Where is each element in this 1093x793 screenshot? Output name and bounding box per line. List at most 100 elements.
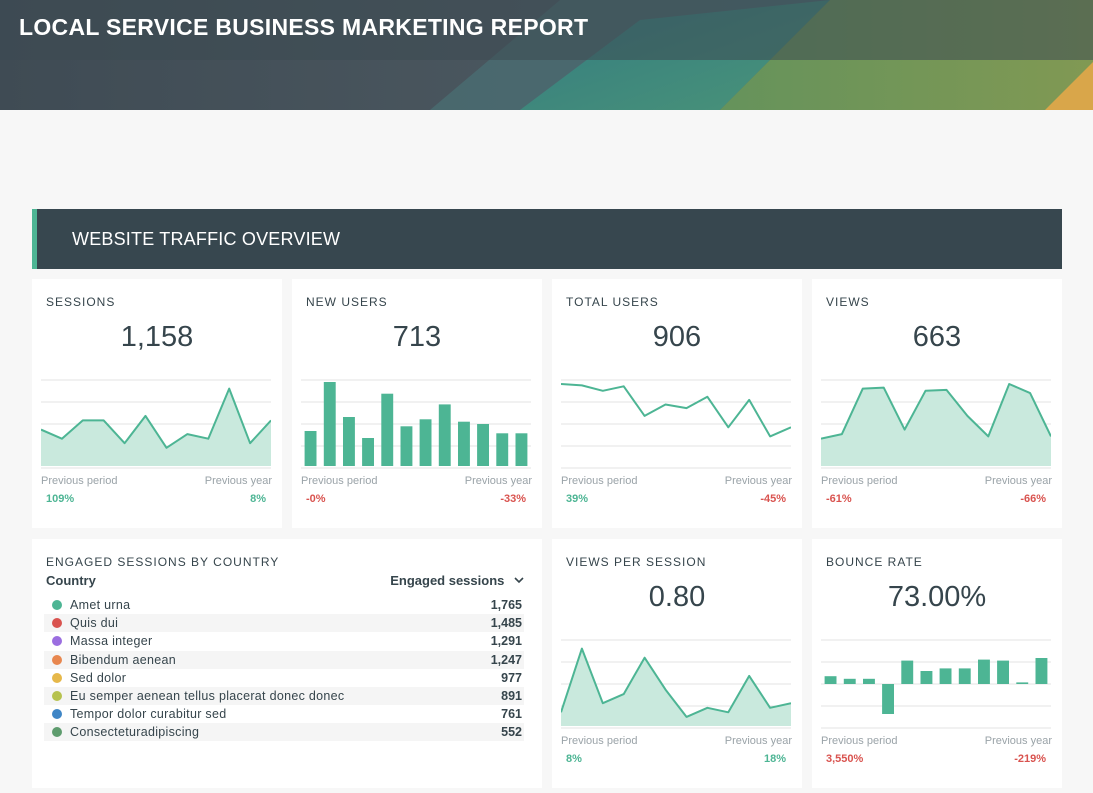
previous-period-change: 3,550% — [826, 753, 864, 765]
section-header: WEBSITE TRAFFIC OVERVIEW — [32, 209, 1062, 269]
chart-bar — [438, 404, 451, 466]
total-users-line-chart — [561, 379, 791, 469]
previous-period-label: Previous period — [41, 475, 118, 487]
table-row: Massa integer 1,291 — [44, 632, 524, 650]
sessions-value: 1,158 — [120, 321, 194, 353]
chart-bar — [997, 660, 1009, 684]
table-row: Tempor dolor curabitur sed 761 — [44, 705, 524, 723]
chart-bar — [496, 433, 509, 466]
country-color-dot — [52, 727, 62, 738]
country-color-dot — [52, 636, 62, 647]
country-name: Tempor dolor curabitur sed — [70, 707, 227, 722]
previous-period-label: Previous period — [301, 475, 378, 487]
previous-period-change: 8% — [566, 753, 582, 765]
chart-area — [821, 384, 1051, 466]
engaged-sessions-value: 761 — [501, 707, 522, 722]
country-name: Eu semper aenean tellus placerat donec d… — [70, 689, 345, 703]
views-value: 663 — [912, 321, 962, 353]
views-sparkline — [821, 379, 1051, 469]
country-color-dot — [52, 672, 62, 683]
previous-year-label: Previous year — [724, 735, 792, 747]
table-row: Amet urna 1,765 — [44, 596, 524, 614]
new-users-bar-chart — [301, 379, 531, 469]
chart-bar — [458, 421, 470, 466]
total-users-value: 906 — [652, 321, 702, 353]
engaged-sessions-value: 1,247 — [490, 652, 522, 667]
new-users-value: 713 — [392, 321, 442, 353]
chart-bar — [1035, 658, 1048, 684]
chart-bar — [824, 676, 837, 684]
total-users-card: TOTAL USERS 906 Previous period Previous… — [552, 279, 802, 528]
country-color-dot — [52, 691, 62, 701]
chart-area — [41, 388, 271, 466]
bounce-rate-card: BOUNCE RATE 73.00% Previous period Previ… — [812, 539, 1062, 788]
chart-bar — [381, 393, 394, 466]
previous-year-change: -219% — [1014, 753, 1046, 765]
views-per-session-sparkline — [561, 639, 791, 729]
table-row: Consecteturadipiscing 552 — [44, 723, 524, 742]
chart-bar — [882, 684, 894, 714]
chart-bar — [400, 426, 413, 466]
chart-bar — [1016, 682, 1029, 684]
chart-bar — [901, 660, 914, 684]
previous-period-change: 39% — [566, 493, 589, 505]
engaged-sessions-value: 1,765 — [490, 598, 522, 612]
header-background — [0, 0, 1093, 110]
bounce-rate-bar-chart — [821, 639, 1051, 729]
engaged-sessions-value: 1,291 — [490, 634, 522, 649]
card-label: BOUNCE RATE — [826, 555, 923, 569]
chart-line — [821, 383, 1051, 440]
chart-bar — [958, 668, 971, 684]
country-color-dot — [52, 709, 62, 720]
table-row: Sed dolor 977 — [44, 669, 524, 687]
views-per-session-card: VIEWS PER SESSION 0.80 Previous period P… — [552, 539, 802, 788]
card-label: TOTAL USERS — [566, 295, 659, 309]
bounce-rate-value: 73.00% — [887, 581, 987, 613]
previous-year-change: -45% — [760, 493, 786, 505]
engaged-sessions-value: 1,485 — [490, 616, 522, 631]
country-color-dot — [52, 618, 62, 629]
card-label: VIEWS — [826, 295, 870, 309]
chart-bar — [343, 417, 355, 466]
card-label: SESSIONS — [46, 295, 116, 309]
engaged-sessions-sort-header[interactable]: Engaged sessions — [390, 573, 524, 588]
chart-bar — [304, 431, 317, 466]
previous-period-label: Previous period — [821, 475, 898, 487]
country-name: Sed dolor — [70, 670, 127, 685]
country-name: Massa integer — [70, 634, 153, 649]
previous-year-label: Previous year — [724, 475, 792, 487]
report-header: LOCAL SERVICE BUSINESS MARKETING REPORT — [0, 0, 1093, 110]
new-users-card: NEW USERS 713 Previous period Previous y… — [292, 279, 542, 528]
previous-year-change: 18% — [763, 753, 786, 765]
country-color-dot — [52, 654, 62, 665]
chart-bar — [978, 659, 990, 684]
previous-year-label: Previous year — [204, 475, 272, 487]
chart-bar — [419, 419, 432, 466]
chart-bar — [939, 668, 952, 684]
previous-year-change: -66% — [1020, 493, 1046, 505]
previous-period-change: 109% — [46, 493, 75, 505]
sessions-card: SESSIONS 1,158 Previous period Previous … — [32, 279, 282, 528]
previous-year-label: Previous year — [984, 475, 1052, 487]
country-name: Consecteturadipiscing — [70, 725, 200, 740]
section-title: WEBSITE TRAFFIC OVERVIEW — [72, 229, 341, 249]
chart-bar — [843, 678, 856, 684]
card-label: NEW USERS — [306, 295, 388, 309]
country-name: Amet urna — [70, 598, 131, 612]
previous-year-change: -33% — [500, 493, 526, 505]
engaged-sessions-by-country-card: ENGAGED SESSIONS BY COUNTRY Country Enga… — [32, 539, 542, 788]
previous-period-change: -61% — [826, 493, 852, 505]
chart-line — [561, 647, 791, 718]
previous-year-label: Previous year — [984, 735, 1052, 747]
previous-period-label: Previous period — [561, 475, 638, 487]
engaged-sessions-value: 891 — [501, 689, 522, 703]
engaged-sessions-column-header: Engaged sessions — [390, 573, 505, 588]
views-per-session-value: 0.80 — [648, 581, 706, 613]
chart-line — [561, 383, 791, 438]
report-title: LOCAL SERVICE BUSINESS MARKETING REPORT — [19, 14, 589, 40]
card-label: ENGAGED SESSIONS BY COUNTRY — [46, 555, 280, 569]
chart-bar — [863, 678, 875, 684]
previous-period-label: Previous period — [561, 735, 638, 747]
country-name: Quis dui — [70, 616, 119, 631]
engaged-sessions-value: 552 — [501, 725, 522, 740]
